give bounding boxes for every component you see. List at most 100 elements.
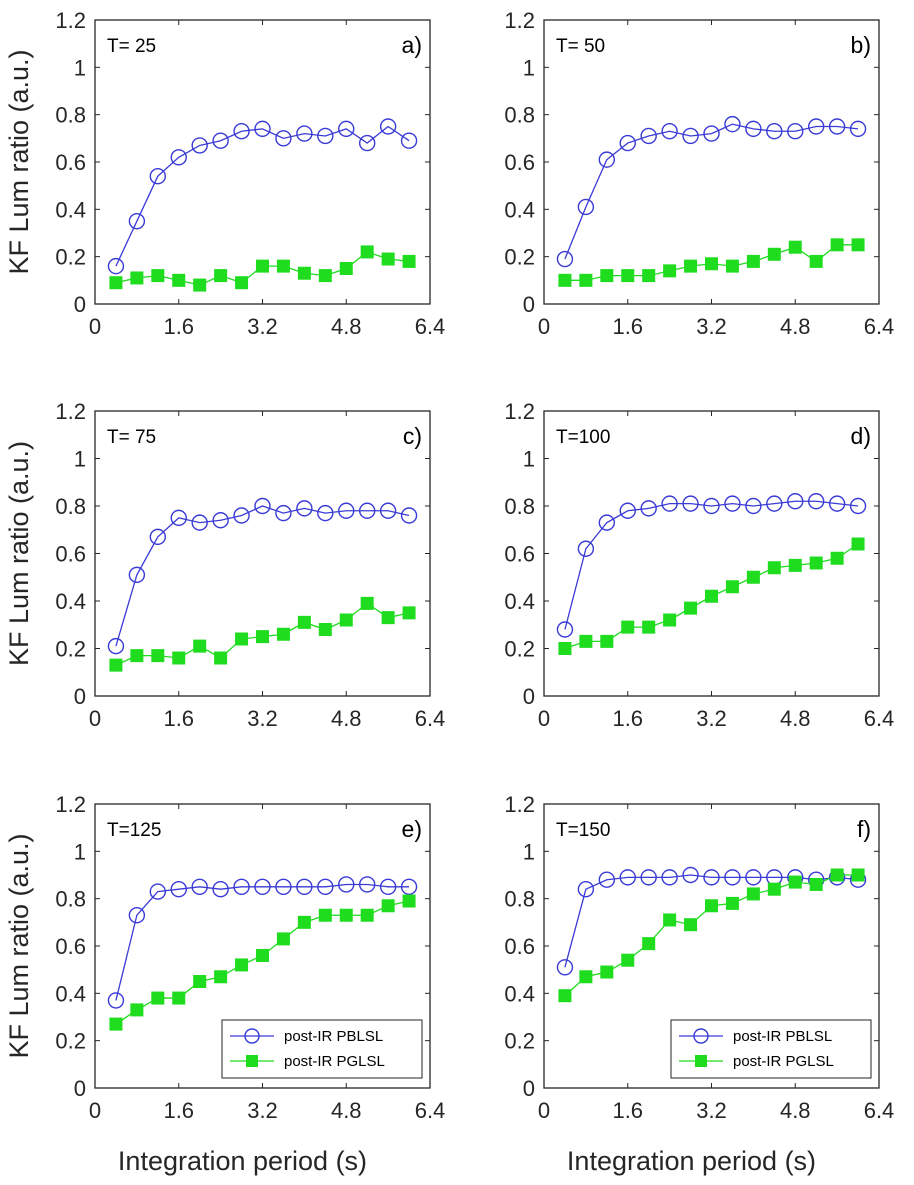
axes-box [543,410,880,697]
data-point-pglsl [809,556,823,570]
data-point-pglsl [235,958,249,972]
data-point-pglsl [381,252,395,266]
data-point-pblsl [400,878,418,896]
data-point-pblsl [317,504,334,522]
data-point-pblsl [379,118,397,135]
y-tick-label: 0.4 [504,197,535,222]
data-point-pglsl [579,634,593,648]
data-point-pblsl [640,127,657,145]
data-point-pglsl [130,649,144,663]
data-point-pblsl [745,869,762,886]
y-tick-label: 0.2 [55,637,86,662]
panel-f: 0 1.6 3.2 4.8 6.4 0 0.2 0.4 0.6 0.8 1 1.2 T=150 f) pos… [504,792,894,1123]
data-point-pblsl [149,167,167,185]
data-point-pblsl [400,132,418,149]
x-tick-label: 3.2 [247,1098,278,1123]
x-tick-label: 4.8 [780,1098,811,1123]
data-point-pblsl [149,883,167,900]
y-tick-label: 0.2 [55,1029,86,1054]
data-point-pblsl [766,123,783,140]
data-point-pglsl [663,913,677,927]
data-point-pblsl [338,502,355,519]
data-point-pglsl [579,273,593,287]
data-point-pglsl [276,932,290,946]
y-tick-label: 0.4 [504,589,535,614]
x-tick-label: 0 [89,1098,101,1123]
data-point-pglsl [705,899,718,913]
y-tick-label: 0 [523,292,535,317]
panel-letter: d) [851,423,871,449]
data-point-pglsl [109,276,123,290]
data-point-pblsl [745,497,762,515]
data-point-pglsl [851,537,865,551]
data-point-pblsl [254,497,271,515]
data-point-pglsl [297,615,311,629]
data-point-pglsl [360,596,374,610]
data-point-pblsl [317,878,334,896]
data-point-pglsl [684,259,698,273]
data-point-pglsl [318,908,332,922]
y-axis-label: KF Lum ratio (a.u.) [4,833,34,1058]
data-point-pglsl [788,558,802,572]
data-point-pglsl [109,658,123,672]
x-tick-label: 4.8 [780,314,811,339]
data-point-pblsl [682,866,699,884]
panel-c: 0 1.6 3.2 4.8 6.4 0 0.2 0.4 0.6 0.8 1 1.2 T= 75 c) [55,399,445,731]
y-tick-label: 0.6 [504,934,535,959]
panel-d: 0 1.6 3.2 4.8 6.4 0 0.2 0.4 0.6 0.8 1 1.2 T=100 d) [504,399,894,731]
y-tick-label: 0.2 [55,245,86,270]
x-tick-label: 6.4 [864,1098,895,1123]
x-axis-label: Integration period (s) [118,1146,367,1176]
data-point-pglsl [746,570,760,584]
data-point-pglsl [788,875,802,889]
data-point-pglsl [725,580,739,594]
data-point-pglsl [558,642,572,655]
y-tick-label: 0.6 [55,150,86,175]
x-tick-label: 6.4 [415,314,446,339]
data-point-pglsl [830,238,844,252]
legend: post-IR PBLSL post-IR PGLSL [221,1019,423,1079]
y-tick-label: 1.2 [504,792,535,817]
data-point-pblsl [661,869,678,886]
y-tick-label: 1 [523,839,535,864]
data-point-pglsl [130,271,144,285]
data-point-pglsl [621,620,635,634]
y-tick-label: 0.6 [55,542,86,567]
data-point-pglsl [339,908,353,922]
data-point-pblsl [766,495,783,512]
data-point-pglsl [621,953,635,967]
x-tick-label: 6.4 [415,1098,446,1123]
y-tick-label: 0.8 [55,887,86,912]
y-tick-label: 1 [523,447,535,472]
data-point-pglsl [297,915,311,929]
legend-label: post-IR PGLSL [733,1053,834,1070]
data-point-pblsl [787,123,804,140]
data-point-pblsl [212,512,229,529]
data-point-pblsl [128,212,146,230]
data-point-pblsl [661,123,678,140]
y-tick-label: 0.4 [55,981,86,1006]
data-point-pblsl [682,495,699,512]
data-point-pblsl [212,881,229,898]
data-point-pglsl [339,613,353,627]
data-point-pglsl [276,627,290,641]
data-point-pglsl [830,868,844,882]
data-point-pglsl [642,937,656,951]
data-point-pblsl [661,495,678,512]
data-point-pblsl [170,149,187,166]
data-point-pglsl [318,269,332,283]
data-point-pblsl [338,876,355,893]
data-point-pglsl [746,887,760,901]
y-tick-label: 0.8 [504,887,535,912]
data-point-pglsl [381,611,395,625]
x-tick-label: 0 [538,314,550,339]
data-point-pglsl [193,639,207,653]
data-point-pglsl [193,975,207,988]
data-point-pglsl [256,948,269,962]
data-point-pblsl [317,127,334,145]
y-tick-label: 1 [74,839,86,864]
data-point-pblsl [724,869,741,886]
data-point-pglsl [256,259,269,273]
data-point-pblsl [379,502,397,519]
data-point-pglsl [360,245,374,259]
